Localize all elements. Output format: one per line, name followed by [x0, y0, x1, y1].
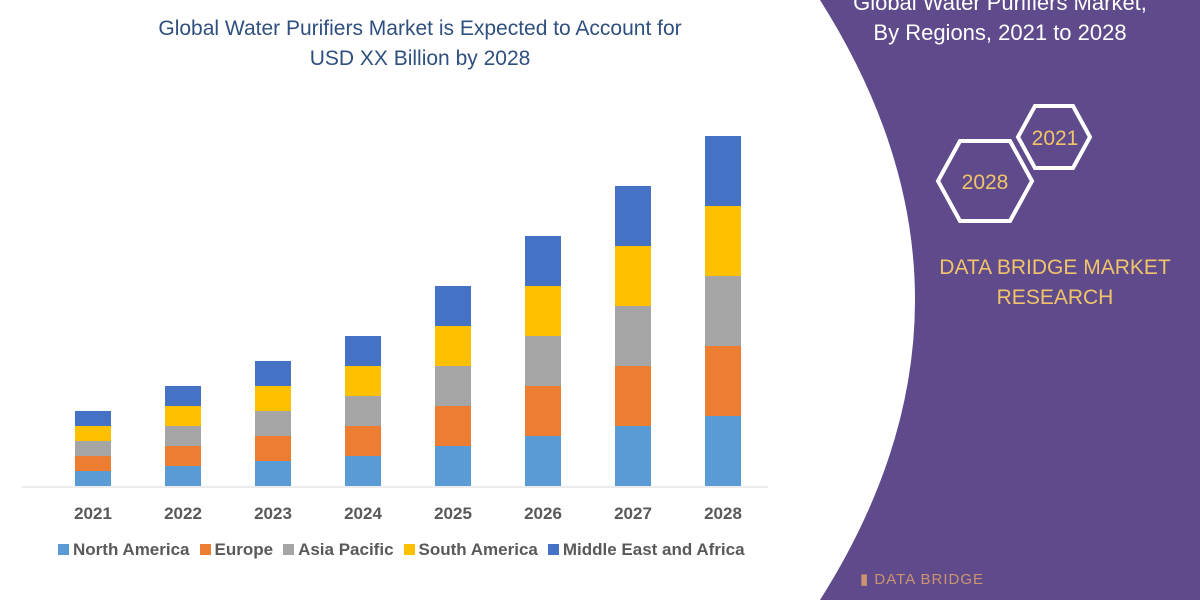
- legend-swatch: [58, 544, 69, 555]
- legend-label: North America: [73, 540, 190, 559]
- hex-label-2028: 2028: [962, 171, 1009, 194]
- bar-2024-north-america: [345, 456, 381, 486]
- bar-2023-asia-pacific: [255, 411, 291, 436]
- logo: ▮ DATA BRIDGE: [860, 571, 985, 588]
- bar-2021-europe: [75, 456, 111, 471]
- legend-swatch: [547, 544, 559, 555]
- bar-2022-south-america: [165, 406, 201, 426]
- legend-label: Europe: [214, 540, 274, 559]
- bar-2023-south-america: [255, 386, 291, 411]
- legend-swatch: [199, 544, 211, 555]
- brand-line-2: RESEARCH: [996, 286, 1114, 309]
- bar-2028-middle-east-and-africa: [705, 136, 741, 206]
- bar-2028-north-america: [705, 416, 741, 486]
- side-title-line-1: Global Water Purifiers Market,: [853, 0, 1147, 15]
- bar-2026-asia-pacific: [525, 336, 561, 386]
- side-panel-title: Global Water Purifiers Market, By Region…: [820, 0, 1180, 48]
- side-title-line-2: By Regions, 2021 to 2028: [873, 20, 1127, 45]
- hex-2028: [935, 139, 1035, 223]
- bar-2027-asia-pacific: [615, 306, 651, 366]
- bar-2022-north-america: [165, 466, 201, 486]
- bar-2023-middle-east-and-africa: [255, 361, 291, 386]
- bar-2026-north-america: [525, 436, 561, 486]
- legend-item: South America: [403, 540, 538, 560]
- bar-2027-europe: [615, 366, 651, 426]
- bar-2025-south-america: [435, 326, 471, 366]
- bar-2026-middle-east-and-africa: [525, 236, 561, 286]
- legend-item: Asia Pacific: [283, 540, 394, 560]
- chart-title: Global Water Purifiers Market is Expecte…: [60, 14, 780, 74]
- legend-item: North America: [58, 540, 190, 560]
- legend-item: Europe: [199, 540, 274, 560]
- legend: North America Europe Asia Pacific South Ame…: [58, 540, 745, 560]
- side-panel-background: [820, 0, 1200, 600]
- bar-2023-europe: [255, 436, 291, 461]
- bar-2024-europe: [345, 426, 381, 456]
- logo-text: DATA BRIDGE: [874, 571, 985, 588]
- x-tick-label: 2027: [614, 504, 652, 523]
- bar-2022-middle-east-and-africa: [165, 386, 201, 406]
- bar-2021-asia-pacific: [75, 441, 111, 456]
- bar-2027-south-america: [615, 246, 651, 306]
- bar-2021-north-america: [75, 471, 111, 486]
- x-tick-label: 2021: [74, 504, 112, 523]
- bar-2021-middle-east-and-africa: [75, 411, 111, 426]
- bar-2025-asia-pacific: [435, 366, 471, 406]
- brand-line-1: DATA BRIDGE MARKET: [939, 256, 1171, 279]
- hex-label-2021: 2021: [1032, 127, 1079, 150]
- bar-2022-europe: [165, 446, 201, 466]
- x-tick-label: 2026: [524, 504, 562, 523]
- bar-2025-north-america: [435, 446, 471, 486]
- bar-2027-north-america: [615, 426, 651, 486]
- bar-2021-south-america: [75, 426, 111, 441]
- legend-swatch: [283, 544, 295, 555]
- x-tick-label: 2024: [344, 504, 382, 523]
- bar-2023-north-america: [255, 461, 291, 486]
- bar-2025-middle-east-and-africa: [435, 286, 471, 326]
- legend-label: South America: [418, 540, 538, 559]
- x-tick-label: 2023: [254, 504, 292, 523]
- bar-2028-south-america: [705, 206, 741, 276]
- x-tick-label: 2022: [164, 504, 202, 523]
- bar-2024-asia-pacific: [345, 396, 381, 426]
- legend-label: Asia Pacific: [298, 540, 394, 559]
- bar-2026-south-america: [525, 286, 561, 336]
- legend-label: Middle East and Africa: [562, 540, 745, 559]
- brand-text: DATA BRIDGE MARKET RESEARCH: [910, 253, 1200, 313]
- bar-2026-europe: [525, 386, 561, 436]
- chart-title-line-1: Global Water Purifiers Market is Expecte…: [158, 17, 682, 40]
- bar-2025-europe: [435, 406, 471, 446]
- bar-2027-middle-east-and-africa: [615, 186, 651, 246]
- bar-2024-south-america: [345, 366, 381, 396]
- x-tick-label: 2025: [434, 504, 472, 523]
- hex-2021: [1015, 104, 1093, 170]
- bar-2028-asia-pacific: [705, 276, 741, 346]
- legend-swatch: [403, 544, 415, 555]
- chart-title-line-2: USD XX Billion by 2028: [309, 47, 531, 70]
- x-tick-label: 2028: [704, 504, 742, 523]
- bar-2028-europe: [705, 346, 741, 416]
- legend-item: Middle East and Africa: [547, 540, 745, 560]
- bar-2022-asia-pacific: [165, 426, 201, 446]
- bar-2024-middle-east-and-africa: [345, 336, 381, 366]
